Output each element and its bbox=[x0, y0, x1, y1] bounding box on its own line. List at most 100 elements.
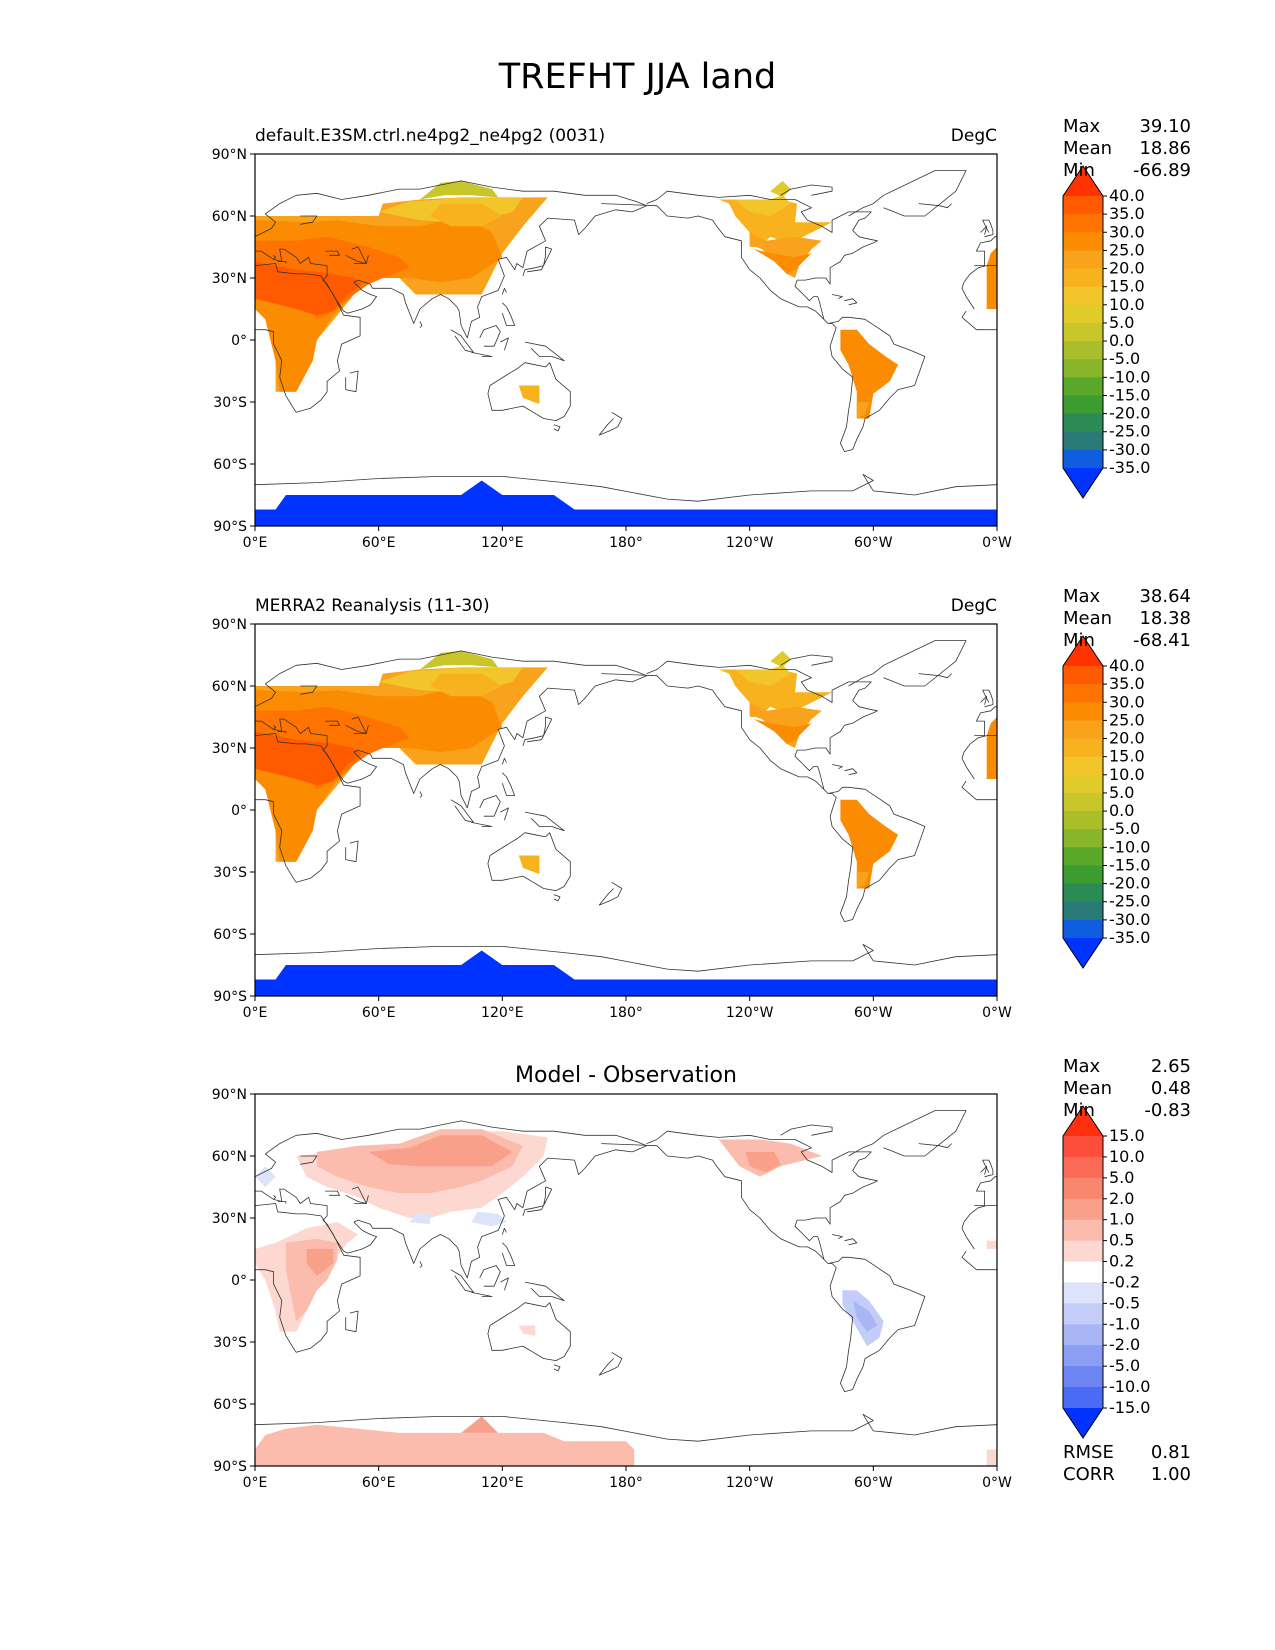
colorbar-segment bbox=[1063, 304, 1103, 324]
y-tick-label: 60°S bbox=[213, 1397, 247, 1413]
colorbar-tick-label: 5.0 bbox=[1109, 783, 1134, 802]
coastline-33 bbox=[353, 1195, 369, 1204]
coastline-32 bbox=[345, 1186, 367, 1204]
colorbar-extend-max bbox=[1063, 1106, 1103, 1136]
coastline-25 bbox=[345, 1310, 359, 1333]
coastline-2 bbox=[255, 733, 361, 883]
coastline-4 bbox=[963, 735, 997, 753]
colorbar-tick-label: 0.5 bbox=[1109, 1231, 1134, 1250]
x-tick-label: 120°E bbox=[481, 1475, 524, 1490]
colorbar-tick-label: 35.0 bbox=[1109, 674, 1145, 693]
contour-region-15 bbox=[518, 855, 540, 875]
coastline-10 bbox=[471, 1292, 493, 1297]
colorbar-segment bbox=[1063, 738, 1103, 758]
colorbar-segment bbox=[1063, 883, 1103, 903]
colorbar-segment bbox=[1063, 684, 1103, 703]
coastline-16 bbox=[522, 1186, 553, 1217]
coastline-5 bbox=[961, 1221, 975, 1250]
coastline-34 bbox=[325, 720, 340, 726]
colorbar-tick-label: -20.0 bbox=[1109, 874, 1150, 893]
coastline-1 bbox=[974, 236, 997, 267]
y-tick-label: 90°S bbox=[213, 989, 247, 1005]
coastline-33 bbox=[353, 725, 369, 734]
y-tick-label: 30°N bbox=[212, 1211, 247, 1227]
stat-min-value: -66.89 bbox=[1132, 160, 1191, 181]
contour-region-13 bbox=[409, 1213, 431, 1225]
coastline-5 bbox=[961, 751, 975, 780]
colorbar-tick-label: -15.0 bbox=[1109, 385, 1150, 404]
colorbar-tick-label: -25.0 bbox=[1109, 422, 1150, 441]
y-tick-label: 90°N bbox=[212, 617, 247, 633]
y-tick-label: 0° bbox=[231, 333, 247, 349]
colorbar-segment bbox=[1063, 413, 1103, 433]
contour-region-7 bbox=[718, 199, 833, 247]
contour-region-8 bbox=[735, 195, 791, 216]
coastline-26 bbox=[419, 1261, 423, 1268]
panel-units: DegC bbox=[951, 126, 997, 146]
coastline-10 bbox=[471, 352, 493, 357]
coastline-21 bbox=[918, 673, 952, 679]
y-tick-label: 90°N bbox=[212, 1087, 247, 1103]
figure-title: TREFHT JJA land bbox=[498, 57, 777, 97]
coastline-18 bbox=[255, 473, 997, 502]
coastline-30 bbox=[982, 219, 994, 238]
panel-title-left: default.E3SM.ctrl.ne4pg2_ne4pg2 (0031) bbox=[255, 126, 605, 146]
colorbar-segment bbox=[1063, 1240, 1103, 1263]
colorbar-segment bbox=[1063, 1156, 1103, 1179]
x-tick-label: 180° bbox=[609, 1005, 643, 1020]
colorbar-segment bbox=[1063, 666, 1103, 685]
colorbar-segment bbox=[1063, 919, 1103, 939]
colorbar-segment bbox=[1063, 847, 1103, 866]
contour-region-3 bbox=[255, 261, 363, 316]
coastline-27 bbox=[277, 1201, 287, 1204]
contour-region-7 bbox=[745, 1151, 781, 1173]
colorbar: 40.035.030.025.020.015.010.05.00.0-5.0-1… bbox=[1062, 635, 1150, 969]
contour-region-15 bbox=[255, 1424, 635, 1466]
colorbar-tick-label: 30.0 bbox=[1109, 222, 1145, 241]
coastline-5 bbox=[961, 281, 975, 310]
x-tick-label: 60°W bbox=[854, 1005, 893, 1020]
coastline-26 bbox=[419, 791, 423, 798]
coastline-14 bbox=[501, 302, 516, 326]
colorbar-tick-label: -5.0 bbox=[1109, 819, 1140, 838]
y-tick-label: 30°N bbox=[212, 271, 247, 287]
contour-fill bbox=[255, 154, 997, 526]
x-tick-label: 180° bbox=[609, 535, 643, 550]
coastline-10 bbox=[471, 822, 493, 827]
x-tick-label: 0°E bbox=[243, 1475, 268, 1490]
coastline-3 bbox=[961, 780, 997, 801]
colorbar-tick-label: -35.0 bbox=[1109, 458, 1150, 477]
stat-mean-value: 18.38 bbox=[1139, 608, 1191, 629]
contour-region-17 bbox=[986, 1449, 997, 1466]
contour-region-11 bbox=[753, 719, 812, 744]
contour-region-9 bbox=[770, 180, 791, 198]
contour-region-8 bbox=[735, 665, 791, 686]
coastline-33 bbox=[353, 255, 369, 264]
contour-region-16 bbox=[255, 950, 997, 996]
colorbar-tick-label: -10.0 bbox=[1109, 837, 1150, 856]
coastline-12 bbox=[500, 807, 509, 821]
colorbar-extend-min bbox=[1063, 938, 1103, 968]
colorbar-segment bbox=[1063, 901, 1103, 921]
coastline-27 bbox=[277, 261, 287, 264]
stat-mean-value: 0.48 bbox=[1150, 1078, 1191, 1099]
contour-fill bbox=[255, 624, 997, 996]
coastline-8 bbox=[598, 881, 623, 906]
contour-region-12 bbox=[471, 1211, 507, 1227]
map-background bbox=[255, 624, 997, 996]
colorbar-segment bbox=[1063, 865, 1103, 885]
coastline-13 bbox=[524, 1281, 565, 1302]
x-tick-label: 120°W bbox=[726, 1475, 774, 1490]
coastline-22 bbox=[780, 1124, 833, 1136]
colorbar-segment bbox=[1063, 1261, 1103, 1283]
colorbar-extend-min bbox=[1063, 1408, 1103, 1438]
coastline-7 bbox=[553, 894, 561, 902]
stat-mean-label: Mean bbox=[1063, 1078, 1113, 1099]
coastline-14 bbox=[501, 772, 516, 796]
contour-region-9 bbox=[770, 650, 791, 668]
colorbar-segment bbox=[1063, 1387, 1103, 1409]
coastline-12 bbox=[500, 1277, 509, 1291]
stat-max-label: Max bbox=[1063, 1056, 1101, 1077]
x-tick-label: 0°E bbox=[243, 535, 268, 550]
contour-region-16 bbox=[461, 1416, 499, 1433]
